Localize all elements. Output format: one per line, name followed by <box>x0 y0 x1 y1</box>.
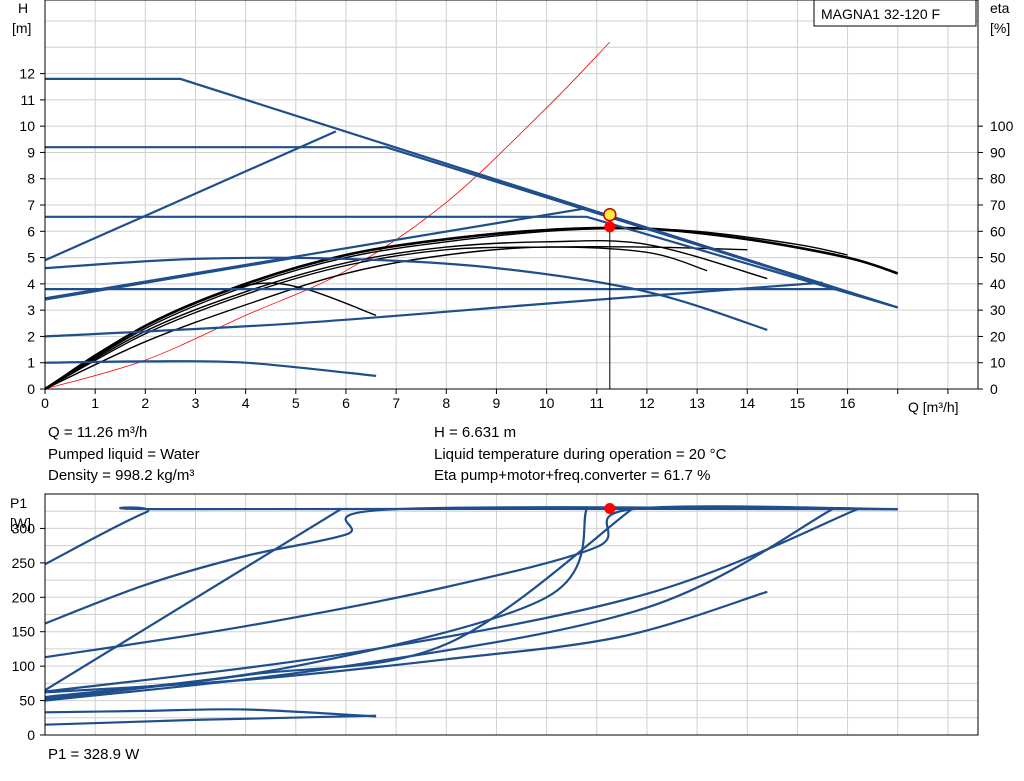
eta-tick-label: 30 <box>990 302 1006 318</box>
power-chart-axes: 0 50 100 150 200 250 300 <box>12 493 979 743</box>
eta-tick-label: 50 <box>990 250 1006 266</box>
eta-tick-label: 100 <box>990 118 1014 134</box>
eta-tick-label: 0 <box>990 381 998 397</box>
eta-tick-label: 90 <box>990 144 1006 160</box>
x-tick-label: 5 <box>292 395 300 411</box>
x-tick-label: 13 <box>689 395 705 411</box>
y-tick-label: 1 <box>27 355 35 371</box>
x-tick-label: 9 <box>493 395 501 411</box>
head-curve <box>44 281 823 338</box>
power-operating-point <box>604 503 616 515</box>
power-curve <box>44 506 898 566</box>
eta-tick-label: 40 <box>990 276 1006 292</box>
eta-tick-label: 20 <box>990 328 1006 344</box>
x-tick-label: 14 <box>739 395 755 411</box>
p-tick-label: 0 <box>27 727 35 743</box>
head-curve <box>45 77 899 309</box>
x-tick-label: 11 <box>590 395 605 411</box>
efficiency-operating-point <box>604 221 616 233</box>
power-curve <box>44 505 898 659</box>
power-chart-curves <box>44 503 898 726</box>
x-tick-label: 6 <box>342 395 350 411</box>
power-curve <box>44 708 377 718</box>
model-label: MAGNA1 32-120 F <box>821 6 940 22</box>
p-tick-label: 250 <box>12 555 36 571</box>
x-tick-label: 2 <box>141 395 149 411</box>
power-curve <box>44 508 342 692</box>
x-tick-label: 15 <box>790 395 806 411</box>
head-chart-grid <box>44 0 978 390</box>
y-tick-label: 12 <box>19 66 35 82</box>
y-tick-label: 7 <box>27 197 35 213</box>
power-curve <box>44 508 834 702</box>
head-chart-frame <box>44 0 979 390</box>
head-curve <box>44 256 768 331</box>
eta-tick-label: 80 <box>990 171 1006 187</box>
y-tick-label: 0 <box>27 381 35 397</box>
efficiency-curve <box>44 239 768 390</box>
y-tick-label: 4 <box>27 276 35 292</box>
power-axis-title: P1 <box>10 495 27 511</box>
liquid-temperature: Liquid temperature during operation = 20… <box>434 446 727 463</box>
head-axis-title: H <box>18 0 28 16</box>
y-tick-label: 9 <box>27 144 35 160</box>
x-tick-label: 16 <box>840 395 856 411</box>
y-tick-label: 10 <box>19 118 35 134</box>
x-tick-label: 10 <box>539 395 555 411</box>
eta-axis-unit: [%] <box>990 20 1010 36</box>
duty-point <box>603 207 617 222</box>
x-tick-label: 4 <box>242 395 250 411</box>
head-chart-axes: 0 1 2 3 4 5 6 7 8 9 10 11 12 13 14 15 160123456789101112… <box>19 0 1014 411</box>
x-tick-label: 7 <box>392 395 400 411</box>
head-curve <box>45 215 899 309</box>
head-axis-unit: [m] <box>12 20 31 36</box>
x-tick-label: 0 <box>41 395 49 411</box>
power-chart-frame <box>44 493 979 736</box>
y-tick-label: 2 <box>27 328 35 344</box>
pumped-liquid: Pumped liquid = Water <box>48 446 200 463</box>
power-curve <box>44 714 377 726</box>
y-tick-label: 3 <box>27 302 35 318</box>
eta-tick-label: 60 <box>990 223 1006 239</box>
flow-axis-title: Q [m³/h] <box>908 399 959 415</box>
head-curve <box>45 146 899 309</box>
x-tick-label: 12 <box>639 395 655 411</box>
system-curve <box>44 41 611 390</box>
y-tick-label: 11 <box>20 92 35 108</box>
model-label-box <box>813 0 977 27</box>
density-value: Density = 998.2 kg/m³ <box>48 467 195 484</box>
head-curve <box>44 360 377 377</box>
p-tick-label: 300 <box>12 520 36 536</box>
eta-axis-title: eta <box>990 0 1010 16</box>
head-curve <box>44 207 587 300</box>
flow-value: Q = 11.26 m³/h <box>48 424 148 441</box>
efficiency-curve <box>44 227 848 390</box>
power-curve <box>44 506 898 625</box>
eta-tick-label: 70 <box>990 197 1006 213</box>
head-curve <box>44 130 337 262</box>
power-curve <box>44 508 859 693</box>
x-tick-label: 1 <box>91 395 99 411</box>
y-tick-label: 6 <box>27 223 35 239</box>
efficiency-curve <box>44 246 748 390</box>
p-tick-label: 100 <box>12 658 36 674</box>
y-tick-label: 5 <box>27 250 35 266</box>
p-tick-label: 200 <box>12 589 36 605</box>
x-tick-label: 3 <box>192 395 200 411</box>
p-tick-label: 50 <box>19 693 35 709</box>
efficiency-value: Eta pump+motor+freq.converter = 61.7 % <box>434 467 711 484</box>
power-curve <box>44 508 633 701</box>
efficiency-curve <box>44 246 708 390</box>
head-value: H = 6.631 m <box>434 424 517 441</box>
head-chart-curves <box>44 41 899 391</box>
eta-tick-label: 10 <box>990 355 1006 371</box>
p-tick-label: 150 <box>12 624 36 640</box>
head-curve <box>44 256 296 301</box>
power-value: P1 = 328.9 W <box>48 746 140 763</box>
power-chart-grid <box>44 493 978 736</box>
power-axis-unit: [W] <box>10 515 31 531</box>
x-tick-label: 8 <box>442 395 450 411</box>
y-tick-label: 8 <box>27 171 35 187</box>
